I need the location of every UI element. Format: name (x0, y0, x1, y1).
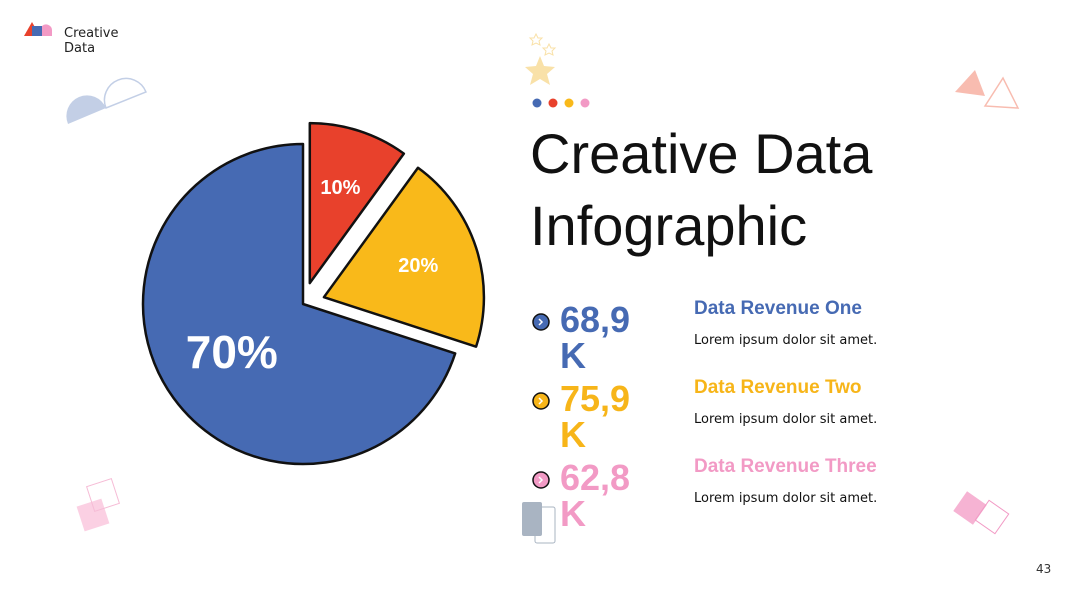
revenue-title: Data Revenue Two (694, 377, 862, 398)
decoration (85, 477, 121, 513)
decoration (522, 502, 542, 536)
bullet-arrow (538, 318, 544, 326)
revenue-value: 75,9 K (560, 378, 631, 455)
slice-label: 10% (320, 177, 360, 199)
logo-shape (32, 26, 42, 36)
dot (532, 98, 542, 108)
slice-label: 20% (398, 255, 438, 277)
decoration (983, 76, 1020, 109)
decoration (528, 32, 544, 46)
dot (564, 98, 574, 108)
bullet-arrow (538, 476, 544, 484)
decoration (103, 77, 147, 109)
revenue-title: Data Revenue Three (694, 456, 877, 477)
revenue-value: 62,8 K (560, 457, 631, 534)
page-number: 43 (1036, 562, 1052, 576)
dot (580, 98, 590, 108)
logo-text: Creative Data (64, 26, 119, 56)
decoration (525, 56, 555, 85)
decoration (955, 70, 985, 96)
decoration (66, 95, 106, 124)
decoration (541, 42, 557, 56)
slice-label: 70% (186, 326, 278, 378)
logo-shape (42, 24, 52, 36)
revenue-value: 68,9 K (560, 299, 631, 376)
revenue-text: Lorem ipsum dolor sit amet. (694, 491, 878, 506)
pie-slice (141, 142, 457, 466)
decoration (76, 498, 110, 532)
decoration (534, 506, 556, 544)
slide-title: Creative Data Infographic (530, 122, 873, 257)
revenue-title: Data Revenue One (694, 298, 862, 319)
bullet-arrow (538, 397, 544, 405)
pie-slice (322, 166, 486, 348)
revenue-text: Lorem ipsum dolor sit amet. (694, 412, 878, 427)
revenue-text: Lorem ipsum dolor sit amet. (694, 333, 878, 348)
decoration (974, 499, 1010, 535)
decoration (953, 491, 987, 525)
pie-slice (308, 121, 406, 285)
dot (548, 98, 558, 108)
